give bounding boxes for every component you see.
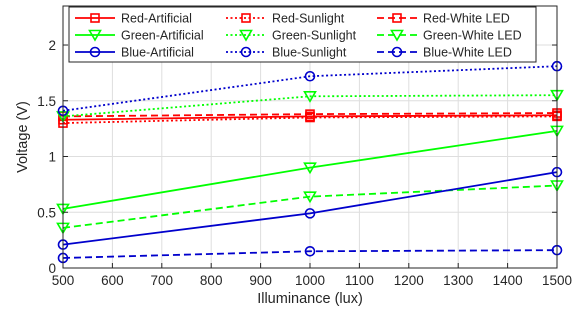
legend-entry: Blue-Artificial (75, 46, 194, 60)
circle-marker (304, 208, 316, 219)
legend-entry: Red-White LED (377, 12, 510, 26)
legend-box (68, 6, 537, 63)
x-tick-label: 600 (101, 273, 124, 288)
legend-label: Blue-Sunlight (272, 46, 347, 60)
legend-label: Red-White LED (423, 12, 510, 26)
legend-entry: Blue-White LED (377, 46, 512, 60)
circle-marker (89, 46, 101, 58)
legend-label: Red-Sunlight (272, 12, 345, 26)
legend-label: Blue-Artificial (121, 46, 194, 60)
square-marker (90, 13, 100, 23)
circle-marker (391, 46, 403, 58)
triangle-down-marker (303, 191, 317, 204)
series-layer (56, 60, 564, 264)
x-tick-label: 1500 (542, 273, 572, 288)
y-tick-label: 0 (48, 261, 56, 276)
triangle-down-marker (303, 91, 317, 103)
legend: Red-Artificial Red-Sunlight Red-White LED G… (68, 6, 537, 63)
x-tick-label: 500 (52, 273, 75, 288)
legend-entry: Red-Sunlight (226, 12, 345, 26)
series-line (62, 184, 558, 229)
x-tick-label: 1400 (493, 273, 523, 288)
x-tick-label: 900 (249, 273, 272, 288)
circle-marker (304, 245, 316, 257)
circle-marker (240, 46, 252, 58)
square-marker (241, 13, 251, 23)
legend-entry: Blue-Sunlight (226, 46, 347, 60)
triangle-down-marker (303, 162, 317, 175)
series-line (62, 94, 558, 118)
legend-label: Green-Artificial (121, 29, 204, 43)
series-line (62, 129, 558, 210)
series-line (62, 112, 558, 118)
legend-entry: Red-Artificial (75, 12, 192, 26)
x-tick-label: 1100 (345, 273, 374, 288)
y-tick-label: 0.5 (37, 205, 56, 220)
legend-label: Green-White LED (423, 29, 522, 43)
x-tick-label: 700 (151, 273, 174, 288)
y-tick-label: 1 (48, 150, 56, 165)
legend-label: Green-Sunlight (272, 29, 357, 43)
x-tick-label: 1000 (295, 273, 325, 288)
series-line (62, 65, 558, 112)
triangle-down-marker (239, 29, 253, 42)
legend-entry: Green-Artificial (75, 29, 204, 43)
series-line (62, 249, 558, 259)
square-marker (392, 13, 402, 23)
legend-entry: Green-White LED (377, 29, 522, 43)
series-line (62, 171, 558, 246)
square-marker (305, 109, 315, 119)
series-line (62, 115, 558, 124)
legend-entry: Green-Sunlight (226, 29, 357, 43)
x-tick-label: 1200 (394, 273, 424, 288)
legend-label: Blue-White LED (423, 46, 512, 60)
y-tick-label: 2 (48, 38, 56, 53)
legend-label: Red-Artificial (121, 12, 192, 26)
circle-marker (304, 70, 316, 82)
tick-labels: 500 600 700 800 900 1000 1100 1200 1300 1400 1500 0… (37, 38, 572, 288)
x-axis-label: Illuminance (lux) (257, 291, 363, 307)
series-line (62, 114, 558, 121)
y-tick-label: 1.5 (37, 94, 56, 109)
x-tick-label: 800 (200, 273, 223, 288)
y-axis-label: Voltage (V) (15, 101, 31, 173)
triangle-down-marker (88, 29, 102, 42)
triangle-down-marker (390, 29, 404, 42)
x-tick-label: 1300 (443, 273, 473, 288)
